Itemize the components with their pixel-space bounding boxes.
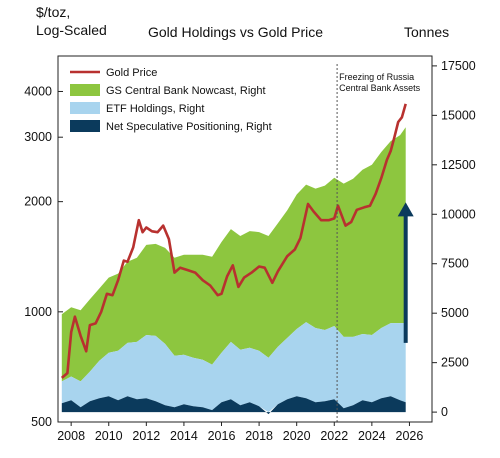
- arrow-head: [397, 202, 414, 217]
- gold-price-line: [60, 103, 407, 379]
- legend-swatch-1: [70, 84, 100, 96]
- x-tick-label: 2024: [358, 429, 386, 443]
- legend-label: Net Speculative Positioning, Right: [106, 121, 272, 133]
- x-tick-label: 2014: [170, 429, 198, 443]
- right-tick-label: 15000: [441, 108, 476, 122]
- left-axis-scale-note: Log-Scaled: [36, 22, 107, 38]
- x-tick-label: 2018: [245, 429, 273, 443]
- chart-title: Gold Holdings vs Gold Price: [148, 24, 324, 40]
- x-tick-label: 2010: [95, 429, 123, 443]
- left-axis-unit: $/toz,: [36, 4, 71, 20]
- left-tick-label: 3000: [24, 130, 52, 144]
- left-tick-label: 1000: [24, 305, 52, 319]
- left-tick-label: 500: [31, 415, 52, 429]
- left-tick-label: 2000: [24, 195, 52, 209]
- legend-label: Gold Price: [106, 67, 157, 79]
- x-tick-label: 2008: [57, 429, 85, 443]
- legend-swatch-3: [70, 120, 100, 132]
- legend-swatch-2: [70, 102, 100, 114]
- cb-nowcast-area: [61, 127, 406, 382]
- left-tick-label: 4000: [24, 84, 52, 98]
- x-tick-label: 2020: [283, 429, 311, 443]
- right-tick-label: 12500: [441, 158, 476, 172]
- right-tick-label: 5000: [441, 306, 469, 320]
- annotation-text: Freezing of Russia: [339, 72, 414, 82]
- x-tick-label: 2022: [320, 429, 348, 443]
- etf-holdings-area: [61, 322, 406, 413]
- right-tick-label: 0: [441, 405, 448, 419]
- x-tick-label: 2012: [132, 429, 160, 443]
- legend-label: GS Central Bank Nowcast, Right: [106, 85, 266, 97]
- net-speculative-area: [61, 396, 406, 415]
- plot-frame: [57, 55, 433, 423]
- right-tick-label: 2500: [441, 356, 469, 370]
- right-axis-unit: Tonnes: [404, 24, 450, 40]
- x-tick-label: 2026: [396, 429, 424, 443]
- x-tick-label: 2016: [208, 429, 236, 443]
- right-tick-label: 7500: [441, 257, 469, 271]
- right-tick-label: 17500: [441, 59, 476, 73]
- right-tick-label: 10000: [441, 207, 476, 221]
- legend-label: ETF Holdings, Right: [106, 103, 204, 115]
- annotation-text: Central Bank Assets: [339, 83, 421, 93]
